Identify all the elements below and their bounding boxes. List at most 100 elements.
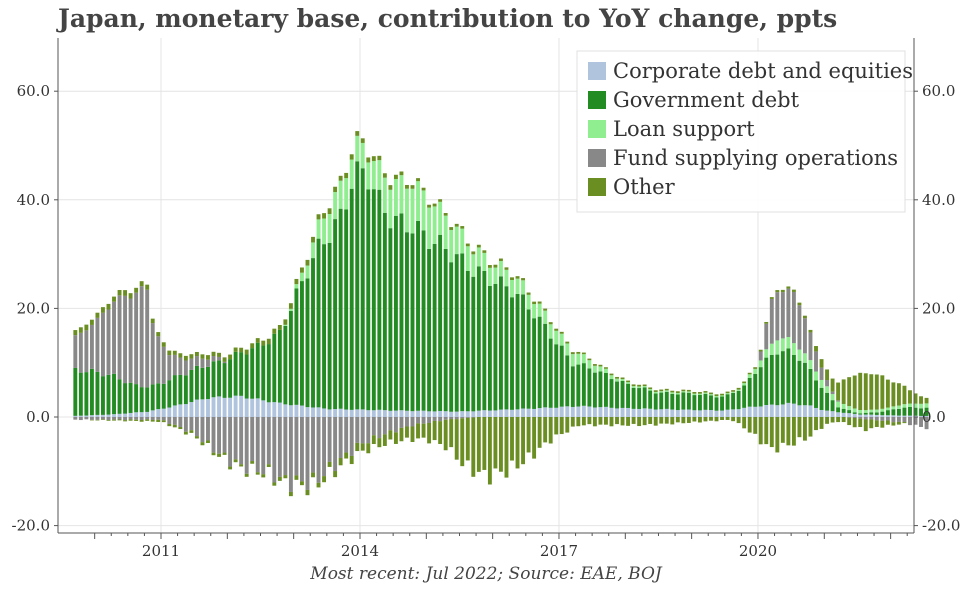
bar-segment (239, 352, 244, 396)
bar-segment (576, 364, 581, 407)
bar-segment (808, 360, 813, 369)
bar-segment (294, 404, 299, 417)
bar-segment (117, 379, 122, 414)
bar-segment-negative (244, 417, 249, 474)
bar-segment (344, 178, 349, 210)
bar-segment-negative (123, 417, 128, 421)
bar-segment (764, 323, 769, 350)
bar-segment (244, 354, 249, 399)
bar-segment-negative (697, 417, 702, 423)
bar-segment (255, 342, 260, 399)
bar-segment (604, 373, 608, 407)
bar-segment (73, 367, 78, 416)
bar-segment (521, 294, 525, 409)
bar-segment (355, 161, 360, 410)
bar-segment (460, 253, 465, 412)
bar-segment (521, 408, 525, 417)
bar-segment (852, 408, 857, 413)
bar-segment (78, 415, 83, 417)
bar-segment (487, 265, 492, 268)
bar-segment-negative (637, 417, 642, 427)
bar-segment-negative (84, 417, 89, 420)
bar-segment-negative (482, 417, 487, 470)
bar-segment-negative (686, 417, 691, 423)
bar-segment (637, 384, 642, 387)
bar-segment (874, 414, 879, 417)
bar-segment (211, 361, 216, 398)
bar-segment (880, 375, 885, 409)
bar-segment (681, 391, 686, 393)
bar-segment (609, 373, 614, 376)
bar-segment (222, 397, 227, 417)
bar-segment (327, 208, 332, 214)
bar-segment (382, 410, 387, 417)
bar-segment-negative (366, 417, 371, 444)
bar-segment-negative (416, 423, 420, 439)
y-tick-label-left: 60.0 (17, 82, 50, 100)
bar-segment (161, 346, 166, 384)
bar-segment (703, 392, 708, 394)
bar-segment (288, 308, 293, 312)
bar-segment-negative (128, 417, 133, 420)
bar-segment (167, 350, 172, 356)
bar-segment (609, 379, 614, 408)
bar-segment-negative (736, 417, 741, 424)
bar-segment-negative (410, 417, 415, 427)
bar-segment (532, 318, 537, 409)
bar-segment (819, 379, 824, 388)
bar-segment (598, 407, 603, 417)
bar-segment (637, 388, 642, 409)
bar-segment (416, 181, 420, 221)
bar-segment (194, 351, 199, 357)
bar-segment-negative (465, 417, 470, 461)
bar-segment (863, 414, 868, 417)
bar-segment (620, 380, 625, 408)
bar-segment (559, 406, 564, 417)
bar-segment (206, 359, 210, 367)
bar-segment (543, 310, 548, 324)
bar-segment (825, 369, 830, 381)
bar-segment-negative (244, 473, 249, 477)
bar-segment (145, 284, 150, 290)
bar-segment (206, 355, 210, 360)
bar-segment (747, 374, 752, 378)
bar-segment-negative (178, 426, 183, 430)
bar-segment (300, 281, 304, 406)
legend-swatch (588, 178, 606, 196)
bar-segment (311, 407, 315, 417)
bar-segment (78, 372, 83, 416)
bar-segment (493, 410, 498, 417)
bar-segment (288, 311, 293, 406)
bar-segment-negative (648, 417, 653, 424)
bar-segment (322, 408, 327, 417)
bar-segment (913, 403, 918, 408)
bar-segment (747, 372, 752, 375)
bar-segment (880, 415, 885, 417)
bar-segment (626, 383, 631, 408)
bar-segment-negative (189, 417, 194, 431)
bar-segment-negative (675, 417, 680, 423)
bar-segment (84, 330, 89, 373)
bar-segment (344, 409, 349, 417)
bar-segment (178, 374, 183, 405)
bar-segment (112, 373, 116, 415)
bar-segment (570, 366, 575, 407)
bar-segment (637, 386, 642, 389)
bar-segment (703, 409, 708, 417)
bar-segment (758, 360, 763, 368)
bar-segment (714, 397, 719, 411)
bar-segment (653, 393, 658, 410)
bar-segment (393, 410, 398, 417)
bar-segment (277, 402, 282, 417)
bar-segment (316, 238, 321, 408)
bar-segment (200, 354, 205, 359)
bar-segment-negative (819, 417, 824, 429)
bar-segment-negative (764, 417, 769, 445)
bar-segment (913, 407, 918, 416)
y-tick-label-left: 20.0 (17, 299, 50, 317)
bar-segment (581, 405, 586, 417)
bar-segment-negative (112, 417, 116, 420)
bar-segment-negative (681, 417, 686, 424)
bar-segment (316, 407, 321, 417)
bar-segment-negative (432, 420, 437, 441)
